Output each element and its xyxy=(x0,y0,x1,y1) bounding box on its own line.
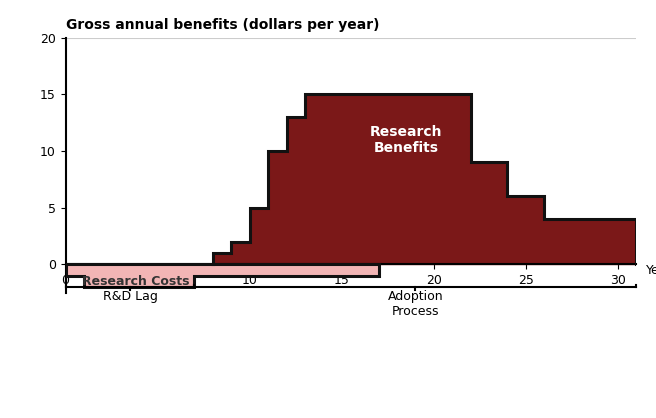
Text: Year: Year xyxy=(646,264,656,277)
Polygon shape xyxy=(213,94,636,264)
Text: Research
Benefits: Research Benefits xyxy=(370,125,442,155)
Text: Adoption
Process: Adoption Process xyxy=(388,291,443,319)
Text: Gross annual benefits (dollars per year): Gross annual benefits (dollars per year) xyxy=(66,18,379,32)
Text: Research Costs: Research Costs xyxy=(82,275,190,288)
Polygon shape xyxy=(66,264,379,287)
Text: R&D Lag: R&D Lag xyxy=(102,291,157,303)
